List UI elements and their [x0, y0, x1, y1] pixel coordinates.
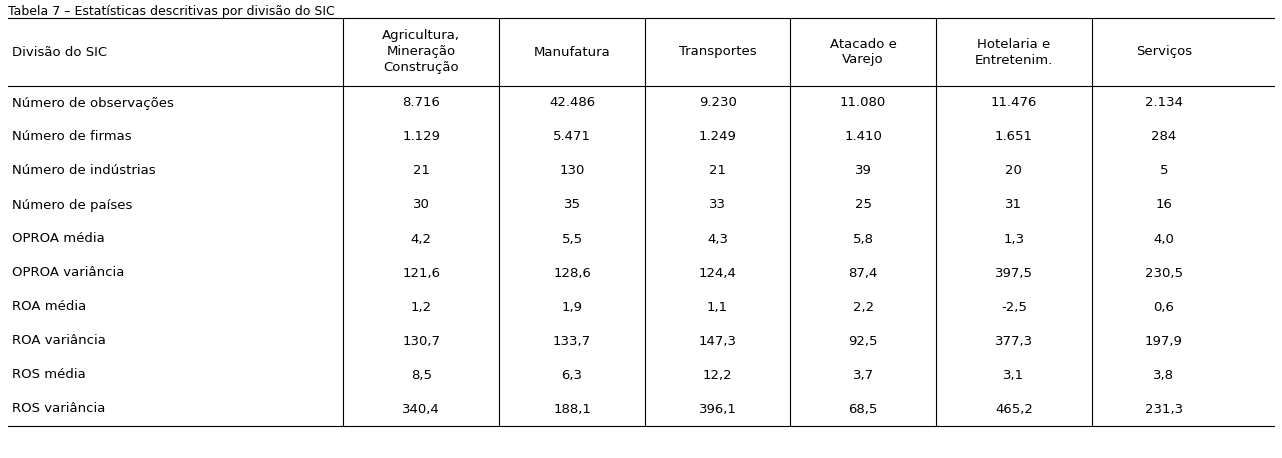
Text: Número de países: Número de países	[12, 198, 132, 212]
Text: 3,7: 3,7	[853, 369, 874, 382]
Text: 92,5: 92,5	[849, 334, 878, 348]
Text: 5: 5	[1160, 164, 1168, 178]
Text: Hotelaria e
Entretenim.: Hotelaria e Entretenim.	[974, 38, 1053, 66]
Text: Manufatura: Manufatura	[533, 45, 610, 59]
Text: 5,8: 5,8	[853, 233, 874, 245]
Text: ROA média: ROA média	[12, 300, 86, 313]
Text: 147,3: 147,3	[699, 334, 737, 348]
Text: -2,5: -2,5	[1001, 300, 1027, 313]
Text: ROS variância: ROS variância	[12, 403, 105, 415]
Text: 124,4: 124,4	[699, 267, 737, 279]
Text: 128,6: 128,6	[553, 267, 591, 279]
Text: Agricultura,
Mineração
Construção: Agricultura, Mineração Construção	[382, 29, 460, 75]
Text: 3,1: 3,1	[1004, 369, 1024, 382]
Text: 284: 284	[1151, 131, 1177, 143]
Text: Divisão do SIC: Divisão do SIC	[12, 45, 108, 59]
Text: 11.476: 11.476	[991, 97, 1037, 109]
Text: 340,4: 340,4	[403, 403, 440, 415]
Text: 2.134: 2.134	[1145, 97, 1183, 109]
Text: 12,2: 12,2	[703, 369, 732, 382]
Text: 5.471: 5.471	[553, 131, 591, 143]
Text: Número de indústrias: Número de indústrias	[12, 164, 155, 178]
Text: 0,6: 0,6	[1154, 300, 1174, 313]
Text: 6,3: 6,3	[562, 369, 582, 382]
Text: 33: 33	[709, 198, 726, 212]
Text: Número de observações: Número de observações	[12, 97, 174, 109]
Text: 1,3: 1,3	[1004, 233, 1024, 245]
Text: Atacado e
Varejo: Atacado e Varejo	[829, 38, 896, 66]
Text: 3,8: 3,8	[1154, 369, 1174, 382]
Text: ROA variância: ROA variância	[12, 334, 106, 348]
Text: OPROA variância: OPROA variância	[12, 267, 124, 279]
Text: 130,7: 130,7	[403, 334, 440, 348]
Text: 2,2: 2,2	[853, 300, 874, 313]
Text: 1,2: 1,2	[410, 300, 432, 313]
Text: 8,5: 8,5	[410, 369, 432, 382]
Text: 35: 35	[564, 198, 581, 212]
Text: 31: 31	[1005, 198, 1022, 212]
Text: 1.410: 1.410	[845, 131, 882, 143]
Text: 188,1: 188,1	[553, 403, 591, 415]
Text: 4,0: 4,0	[1154, 233, 1174, 245]
Text: Tabela 7 – Estatísticas descritivas por divisão do SIC: Tabela 7 – Estatísticas descritivas por …	[8, 5, 335, 18]
Text: 42.486: 42.486	[549, 97, 595, 109]
Text: 197,9: 197,9	[1145, 334, 1183, 348]
Text: 39: 39	[855, 164, 872, 178]
Text: Número de firmas: Número de firmas	[12, 131, 132, 143]
Text: 230,5: 230,5	[1145, 267, 1183, 279]
Text: 1,9: 1,9	[562, 300, 582, 313]
Text: 397,5: 397,5	[995, 267, 1033, 279]
Text: ROS média: ROS média	[12, 369, 86, 382]
Text: 21: 21	[413, 164, 429, 178]
Text: 133,7: 133,7	[553, 334, 591, 348]
Text: 21: 21	[709, 164, 726, 178]
Text: 87,4: 87,4	[849, 267, 878, 279]
Text: 130: 130	[559, 164, 585, 178]
Text: 1.651: 1.651	[995, 131, 1033, 143]
Text: Transportes: Transportes	[678, 45, 756, 59]
Text: 9.230: 9.230	[699, 97, 737, 109]
Text: 8.716: 8.716	[403, 97, 440, 109]
Text: 5,5: 5,5	[562, 233, 582, 245]
Text: 377,3: 377,3	[995, 334, 1033, 348]
Text: Serviços: Serviços	[1136, 45, 1192, 59]
Text: 30: 30	[413, 198, 429, 212]
Text: 231,3: 231,3	[1145, 403, 1183, 415]
Text: 11.080: 11.080	[840, 97, 886, 109]
Text: 1.249: 1.249	[699, 131, 737, 143]
Text: OPROA média: OPROA média	[12, 233, 105, 245]
Text: 1.129: 1.129	[403, 131, 440, 143]
Text: 4,3: 4,3	[708, 233, 728, 245]
Text: 25: 25	[855, 198, 872, 212]
Text: 396,1: 396,1	[699, 403, 737, 415]
Text: 68,5: 68,5	[849, 403, 878, 415]
Text: 465,2: 465,2	[995, 403, 1033, 415]
Text: 20: 20	[1005, 164, 1022, 178]
Text: 121,6: 121,6	[403, 267, 440, 279]
Text: 1,1: 1,1	[708, 300, 728, 313]
Text: 4,2: 4,2	[410, 233, 432, 245]
Text: 16: 16	[1155, 198, 1172, 212]
